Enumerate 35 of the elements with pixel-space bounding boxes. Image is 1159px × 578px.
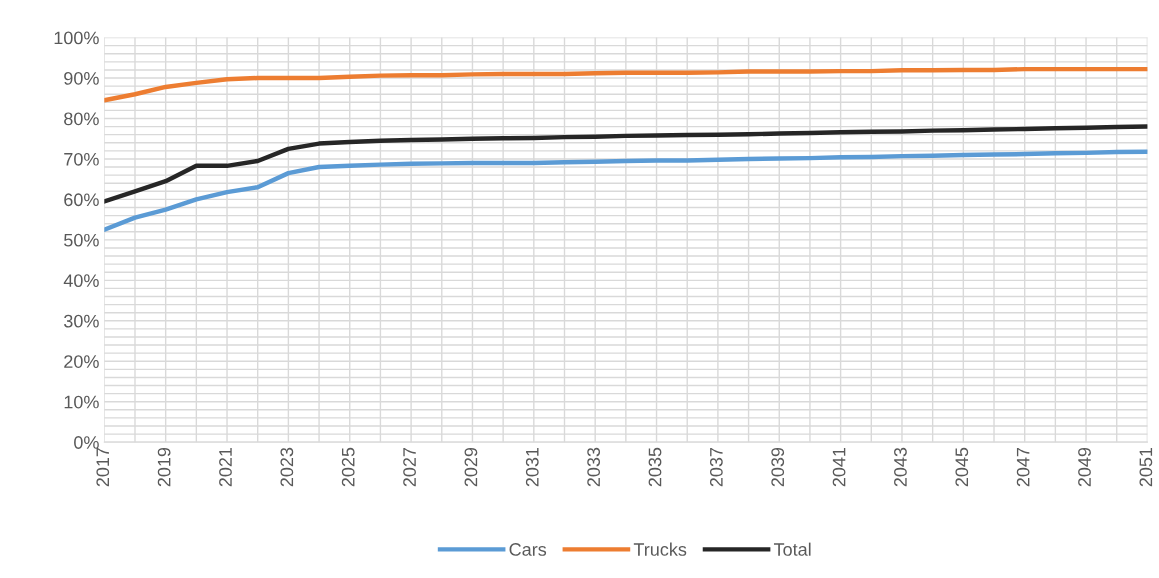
y-tick-label: 100%	[54, 31, 99, 45]
x-tick-label: 2021	[219, 447, 232, 487]
line-series	[104, 66, 1148, 103]
line-series	[104, 149, 1148, 232]
legend-label: Total	[773, 542, 811, 556]
x-tick-label: 2039	[771, 447, 785, 487]
y-tick-label: 60%	[64, 193, 99, 207]
y-tick-label: 90%	[64, 71, 99, 85]
y-tick-label: 0%	[74, 436, 99, 449]
x-tick-label: 2029	[464, 447, 478, 487]
x-tick-label: 2023	[280, 447, 294, 487]
x-tick-label: 2037	[709, 447, 723, 487]
x-tick-label: 2019	[157, 447, 171, 487]
y-tick-label: 20%	[64, 355, 99, 368]
x-tick-label: 2017	[96, 447, 110, 487]
x-tick-label: 2027	[403, 447, 416, 487]
x-tick-label: 2047	[1016, 447, 1030, 487]
y-tick-label: 30%	[64, 314, 99, 328]
x-tick-label: 2035	[648, 447, 662, 487]
x-tick-label: 2043	[894, 447, 907, 487]
y-tick-label: 50%	[64, 233, 99, 247]
y-tick-label: 80%	[64, 112, 99, 126]
y-tick-label: 40%	[63, 274, 99, 288]
line-series	[104, 124, 1148, 204]
x-tick-label: 2051	[1139, 447, 1153, 487]
x-tick-label: 2025	[341, 447, 355, 487]
x-tick-label: 2041	[832, 447, 846, 487]
x-tick-label: 2049	[1078, 447, 1091, 487]
y-tick-label: 10%	[64, 395, 99, 409]
y-tick-label: 70%	[64, 152, 99, 166]
x-tick-label: 2031	[525, 447, 539, 487]
x-tick-label: 2033	[587, 447, 601, 487]
x-tick-label: 2045	[955, 447, 969, 487]
legend-label: Trucks	[633, 542, 687, 556]
legend-label: Cars	[509, 543, 547, 556]
